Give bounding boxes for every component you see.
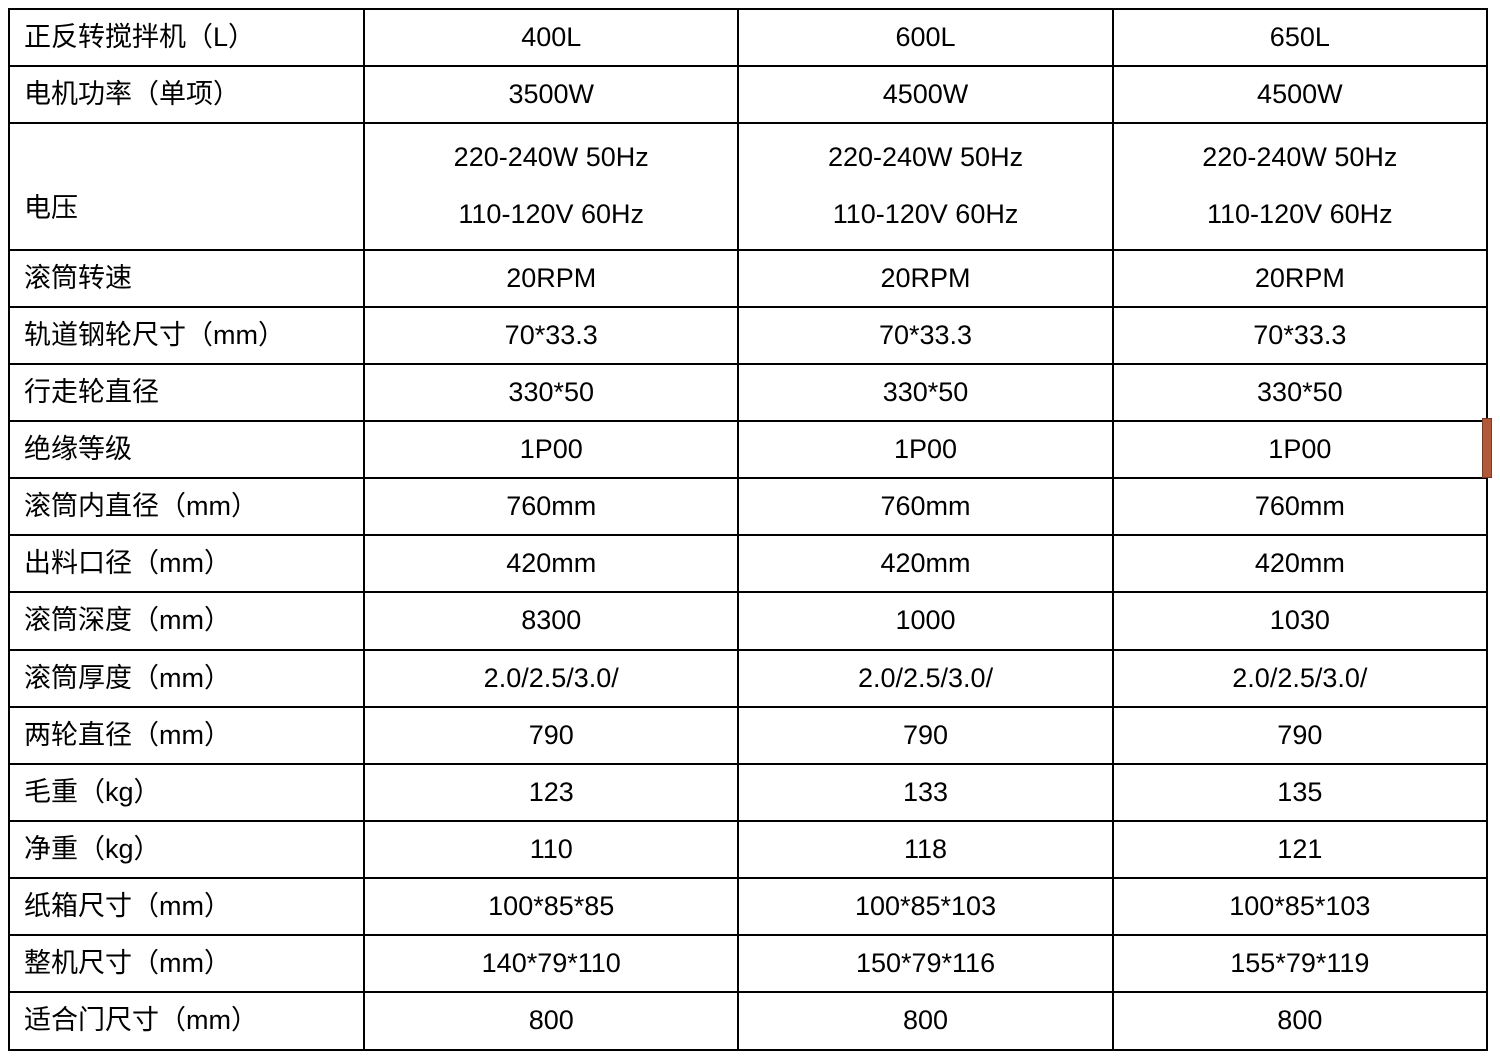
- row-value: 220-240W 50Hz 110-120V 60Hz: [364, 123, 738, 249]
- voltage-line: 220-240W 50Hz: [1128, 138, 1472, 177]
- table-row: 电机功率（单项） 3500W 4500W 4500W: [9, 66, 1487, 123]
- row-value: 4500W: [1113, 66, 1487, 123]
- row-value: 330*50: [738, 364, 1112, 421]
- table-row: 滚筒转速 20RPM 20RPM 20RPM: [9, 250, 1487, 307]
- row-label: 滚筒深度（mm）: [9, 592, 364, 649]
- table-row: 净重（kg） 110 118 121: [9, 821, 1487, 878]
- row-label: 行走轮直径: [9, 364, 364, 421]
- row-value: 790: [1113, 707, 1487, 764]
- row-label: 整机尺寸（mm）: [9, 935, 364, 992]
- row-value: 600L: [738, 9, 1112, 66]
- row-value: 118: [738, 821, 1112, 878]
- row-label: 电压: [9, 123, 364, 249]
- row-value: 400L: [364, 9, 738, 66]
- row-value: 790: [738, 707, 1112, 764]
- row-value: 20RPM: [738, 250, 1112, 307]
- row-value: 800: [364, 992, 738, 1049]
- row-value: 330*50: [1113, 364, 1487, 421]
- row-value: 800: [1113, 992, 1487, 1049]
- row-label: 毛重（kg）: [9, 764, 364, 821]
- row-value: 220-240W 50Hz 110-120V 60Hz: [1113, 123, 1487, 249]
- table-row: 整机尺寸（mm） 140*79*110 150*79*116 155*79*11…: [9, 935, 1487, 992]
- row-value: 2.0/2.5/3.0/: [738, 650, 1112, 707]
- row-value: 100*85*85: [364, 878, 738, 935]
- row-label: 适合门尺寸（mm）: [9, 992, 364, 1049]
- table-row: 滚筒深度（mm） 8300 1000 1030: [9, 592, 1487, 649]
- table-row: 滚筒厚度（mm） 2.0/2.5/3.0/ 2.0/2.5/3.0/ 2.0/2…: [9, 650, 1487, 707]
- row-value: 3500W: [364, 66, 738, 123]
- row-value: 121: [1113, 821, 1487, 878]
- row-value: 1030: [1113, 592, 1487, 649]
- row-value: 420mm: [1113, 535, 1487, 592]
- row-value: 420mm: [738, 535, 1112, 592]
- row-value: 100*85*103: [1113, 878, 1487, 935]
- row-label: 两轮直径（mm）: [9, 707, 364, 764]
- table-row: 轨道钢轮尺寸（mm） 70*33.3 70*33.3 70*33.3: [9, 307, 1487, 364]
- voltage-line: 220-240W 50Hz: [379, 138, 723, 177]
- row-value: 20RPM: [364, 250, 738, 307]
- row-label: 轨道钢轮尺寸（mm）: [9, 307, 364, 364]
- table-row: 纸箱尺寸（mm） 100*85*85 100*85*103 100*85*103: [9, 878, 1487, 935]
- row-label: 净重（kg）: [9, 821, 364, 878]
- row-label: 正反转搅拌机（L）: [9, 9, 364, 66]
- row-value: 4500W: [738, 66, 1112, 123]
- voltage-line: 110-120V 60Hz: [753, 195, 1097, 234]
- row-label: 滚筒厚度（mm）: [9, 650, 364, 707]
- row-value: 140*79*110: [364, 935, 738, 992]
- row-value: 2.0/2.5/3.0/: [1113, 650, 1487, 707]
- side-marker-icon: [1482, 418, 1492, 478]
- row-value: 20RPM: [1113, 250, 1487, 307]
- table-wrapper: 正反转搅拌机（L） 400L 600L 650L 电机功率（单项） 3500W …: [8, 8, 1492, 1051]
- row-value: 123: [364, 764, 738, 821]
- row-label: 出料口径（mm）: [9, 535, 364, 592]
- row-value: 70*33.3: [1113, 307, 1487, 364]
- spec-table: 正反转搅拌机（L） 400L 600L 650L 电机功率（单项） 3500W …: [8, 8, 1488, 1051]
- row-label: 电机功率（单项）: [9, 66, 364, 123]
- voltage-line: 110-120V 60Hz: [1128, 195, 1472, 234]
- row-value: 2.0/2.5/3.0/: [364, 650, 738, 707]
- row-value: 760mm: [1113, 478, 1487, 535]
- row-value: 8300: [364, 592, 738, 649]
- table-row: 电压 220-240W 50Hz 110-120V 60Hz 220-240W …: [9, 123, 1487, 249]
- table-row: 绝缘等级 1P00 1P00 1P00: [9, 421, 1487, 478]
- row-value: 800: [738, 992, 1112, 1049]
- row-label: 绝缘等级: [9, 421, 364, 478]
- voltage-line: 220-240W 50Hz: [753, 138, 1097, 177]
- table-row: 适合门尺寸（mm） 800 800 800: [9, 992, 1487, 1049]
- row-value: 220-240W 50Hz 110-120V 60Hz: [738, 123, 1112, 249]
- row-value: 790: [364, 707, 738, 764]
- row-value: 760mm: [364, 478, 738, 535]
- row-value: 1P00: [364, 421, 738, 478]
- row-value: 650L: [1113, 9, 1487, 66]
- voltage-line: 110-120V 60Hz: [379, 195, 723, 234]
- row-value: 420mm: [364, 535, 738, 592]
- table-row: 出料口径（mm） 420mm 420mm 420mm: [9, 535, 1487, 592]
- table-row: 正反转搅拌机（L） 400L 600L 650L: [9, 9, 1487, 66]
- row-value: 110: [364, 821, 738, 878]
- row-value: 70*33.3: [738, 307, 1112, 364]
- table-row: 行走轮直径 330*50 330*50 330*50: [9, 364, 1487, 421]
- row-value: 70*33.3: [364, 307, 738, 364]
- row-label: 滚筒转速: [9, 250, 364, 307]
- table-row: 两轮直径（mm） 790 790 790: [9, 707, 1487, 764]
- row-value: 1P00: [1113, 421, 1487, 478]
- row-value: 133: [738, 764, 1112, 821]
- row-value: 330*50: [364, 364, 738, 421]
- row-value: 155*79*119: [1113, 935, 1487, 992]
- row-value: 135: [1113, 764, 1487, 821]
- table-row: 毛重（kg） 123 133 135: [9, 764, 1487, 821]
- row-value: 1P00: [738, 421, 1112, 478]
- row-value: 1000: [738, 592, 1112, 649]
- table-body: 正反转搅拌机（L） 400L 600L 650L 电机功率（单项） 3500W …: [9, 9, 1487, 1050]
- table-row: 滚筒内直径（mm） 760mm 760mm 760mm: [9, 478, 1487, 535]
- row-value: 760mm: [738, 478, 1112, 535]
- row-label: 滚筒内直径（mm）: [9, 478, 364, 535]
- row-value: 100*85*103: [738, 878, 1112, 935]
- row-value: 150*79*116: [738, 935, 1112, 992]
- row-label: 纸箱尺寸（mm）: [9, 878, 364, 935]
